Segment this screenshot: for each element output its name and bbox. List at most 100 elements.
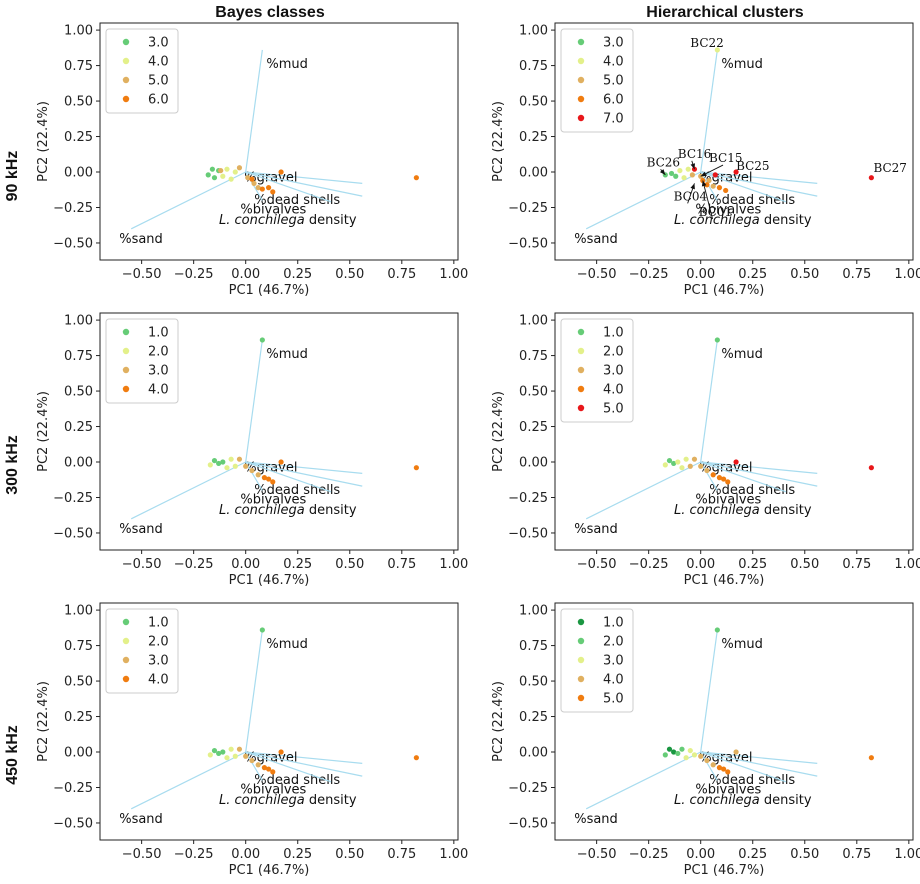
annotation-label: BC01 [699, 205, 733, 219]
data-point [723, 187, 729, 194]
data-point [218, 167, 224, 174]
y-tick-label: 0.00 [64, 456, 93, 471]
legend-marker [577, 347, 585, 355]
legend-box [560, 318, 634, 423]
x-tick-label: 0.50 [790, 267, 819, 282]
y-tick-label: 0.25 [519, 420, 548, 435]
y-tick-label: 0.00 [64, 166, 93, 181]
x-tick-label: 0.00 [686, 847, 715, 862]
y-axis-label: PC2 (22.4%) [36, 681, 51, 762]
legend-marker [577, 38, 585, 46]
y-tick-label: 0.00 [64, 746, 93, 761]
y-tick-label: −0.50 [53, 236, 93, 251]
data-point [236, 456, 243, 462]
x-tick-label: 1.00 [439, 847, 468, 862]
data-point [265, 766, 272, 772]
loading-label: %bivalves [240, 202, 306, 217]
data-point [245, 175, 251, 181]
data-point [211, 457, 218, 464]
legend-box [105, 28, 179, 114]
data-point [681, 175, 687, 181]
loading-vector [245, 339, 263, 463]
data-point [209, 166, 215, 172]
loading-vector [130, 171, 246, 230]
data-point [243, 463, 249, 469]
legend-label: 1.0 [148, 616, 169, 631]
data-point [211, 175, 218, 181]
x-tick-label: −0.25 [174, 847, 214, 862]
legend-marker [577, 76, 585, 84]
data-point [249, 176, 255, 182]
loading-vector [245, 171, 363, 197]
legend-label: 4.0 [603, 55, 624, 70]
x-tick-label: −0.25 [174, 267, 214, 282]
data-point [691, 752, 698, 758]
data-point [259, 627, 265, 633]
plot-frame [99, 602, 459, 841]
y-tick-label: 1.00 [519, 24, 548, 39]
row-label-450khz: 450 kHz [4, 725, 21, 785]
pca-panel: −0.50 −0.25 0.00 0.25 0.50 0.75 1.00 −0.50 −0.25… [491, 22, 920, 298]
legend-label: 3.0 [603, 364, 624, 379]
data-point [236, 746, 243, 752]
data-point [704, 757, 710, 764]
legend-label: 6.0 [148, 93, 169, 108]
loading-vector [700, 171, 818, 184]
annotation-arrowhead [700, 171, 707, 177]
annotation-label: BC15 [709, 151, 743, 165]
y-tick-label: 0.50 [519, 675, 548, 690]
data-point [270, 189, 276, 195]
y-tick-label: 0.75 [64, 59, 93, 74]
loading-vector [245, 461, 332, 493]
x-tick-label: 0.75 [387, 847, 416, 862]
data-point [224, 465, 230, 471]
annotation-label: BC22 [690, 36, 724, 50]
data-point [687, 747, 693, 754]
x-tick-label: −0.50 [577, 267, 617, 282]
data-point [673, 173, 679, 179]
loading-vector [245, 629, 263, 753]
data-point [714, 337, 720, 343]
data-point [725, 769, 731, 775]
legend-label: 3.0 [148, 654, 169, 669]
loading-vector [585, 171, 701, 230]
data-point [211, 747, 218, 754]
data-point [698, 753, 704, 759]
y-tick-label: 0.00 [519, 166, 548, 181]
loading-label: %sand [574, 812, 618, 827]
data-point [710, 183, 716, 189]
loading-label: %dead shells [254, 193, 340, 208]
y-axis-label: PC2 (22.4%) [491, 681, 506, 762]
annotation-arrow [702, 180, 714, 220]
legend-label: 3.0 [148, 36, 169, 51]
y-tick-label: 0.25 [64, 420, 93, 435]
y-tick-label: 0.50 [519, 95, 548, 110]
x-tick-label: 0.75 [842, 847, 871, 862]
loading-vector [245, 461, 263, 491]
x-tick-label: 0.75 [387, 557, 416, 572]
data-point [666, 746, 673, 752]
loading-vector [700, 49, 718, 173]
row-label-300khz: 300 kHz [4, 435, 21, 495]
legend-box [560, 608, 634, 713]
loading-label: L. conchilega density [674, 503, 812, 518]
data-point [675, 459, 681, 465]
annotation-label: BC26 [647, 155, 681, 169]
x-tick-label: 0.00 [231, 267, 260, 282]
loading-label: %sand [119, 522, 163, 537]
loading-vector [245, 751, 332, 783]
loading-label: %sand [574, 522, 618, 537]
data-point [714, 47, 720, 53]
data-point [733, 169, 739, 175]
y-tick-label: 0.50 [64, 385, 93, 400]
data-point [255, 472, 261, 478]
data-point [220, 749, 226, 755]
loading-vector [700, 629, 718, 753]
data-point [677, 167, 683, 174]
x-tick-label: 0.50 [335, 847, 364, 862]
loading-vector [245, 171, 363, 184]
data-point [683, 456, 689, 462]
pca-panel: −0.50 −0.25 0.00 0.25 0.50 0.75 1.00 −0.50 −0.25… [491, 312, 920, 588]
data-point [216, 460, 222, 467]
loading-vector [245, 49, 263, 173]
